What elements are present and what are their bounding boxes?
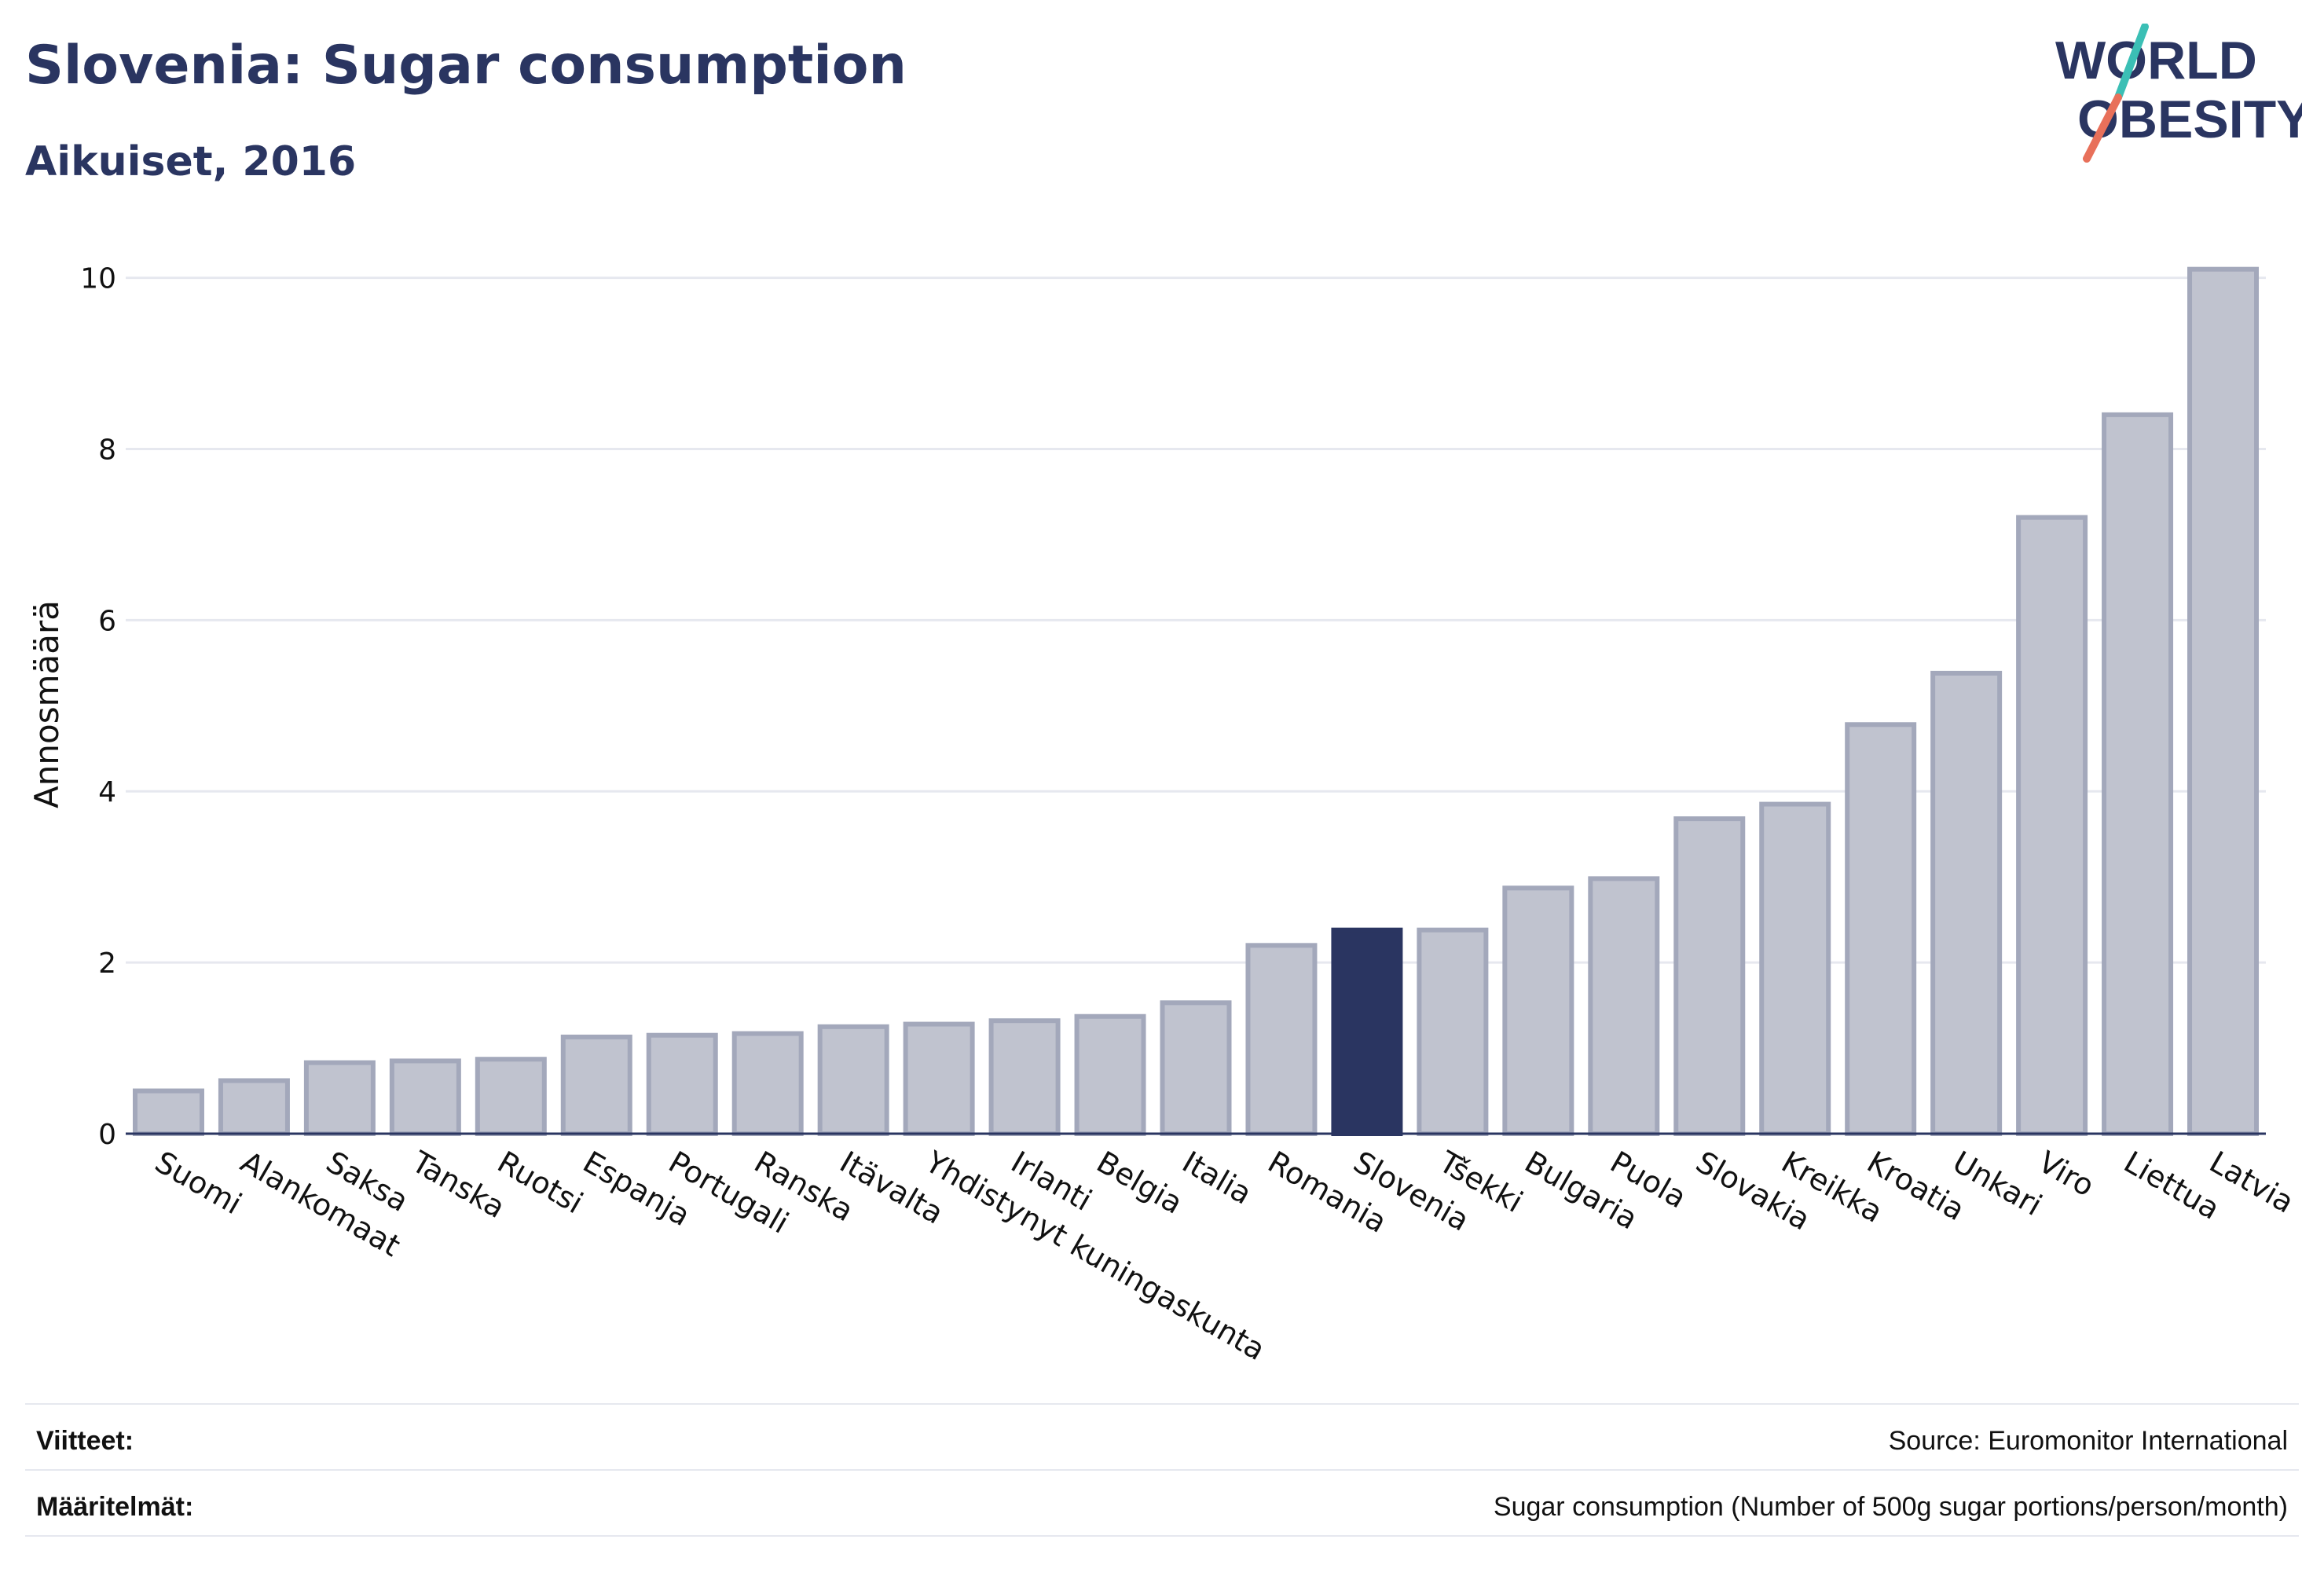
bar-chart: 0246810AnnosmääräSuomiAlankomaatSaksaTan… <box>27 263 2300 1368</box>
references-value: Source: Euromonitor International <box>1888 1425 2288 1456</box>
bar <box>646 1032 718 1136</box>
definitions-value: Sugar consumption (Number of 500g sugar … <box>1493 1491 2288 1522</box>
bar <box>132 1088 204 1136</box>
logo-slash-bottom-icon <box>2083 93 2122 163</box>
bar <box>303 1060 376 1136</box>
bar <box>1845 722 1917 1136</box>
bar <box>1074 1013 1146 1136</box>
x-tick-label: Ruotsi <box>492 1145 589 1221</box>
bar <box>1417 927 1489 1136</box>
bar <box>218 1078 290 1137</box>
bar <box>988 1018 1061 1137</box>
chart-subtitle: Aikuiset, 2016 <box>25 138 357 185</box>
y-tick-label: 2 <box>98 947 116 980</box>
bar <box>731 1031 804 1136</box>
references-label: Viitteet: <box>36 1425 134 1456</box>
y-tick-label: 4 <box>98 776 116 808</box>
y-tick-label: 8 <box>98 434 116 466</box>
bar <box>1160 1000 1232 1136</box>
y-tick-label: 10 <box>80 263 116 295</box>
x-tick-label: Belgia <box>1091 1145 1189 1221</box>
bar <box>389 1058 461 1137</box>
logo-slash-top-icon <box>2114 24 2149 101</box>
bar <box>1588 876 1660 1136</box>
y-tick-label: 6 <box>98 605 116 637</box>
bar <box>1673 816 1746 1136</box>
bar <box>1245 943 1318 1136</box>
bar <box>1502 885 1574 1136</box>
footer-divider-top <box>25 1403 2299 1405</box>
footer-divider-middle <box>25 1469 2299 1471</box>
bar <box>1930 670 2003 1136</box>
definitions-label: Määritelmät: <box>36 1491 194 1522</box>
x-tick-label: Liettua <box>2118 1145 2226 1226</box>
footer-references-row: Viitteet: Source: Euromonitor Internatio… <box>25 1408 2299 1474</box>
bar <box>1759 801 1831 1137</box>
y-tick-label: 0 <box>98 1119 116 1151</box>
footer-definitions-row: Määritelmät: Sugar consumption (Number o… <box>25 1474 2299 1540</box>
chart-title: Slovenia: Sugar consumption <box>25 35 907 97</box>
y-axis-label: Annosmäärä <box>27 600 66 808</box>
bar <box>2016 515 2088 1136</box>
footer-divider-bottom <box>25 1535 2299 1537</box>
bar <box>817 1024 889 1137</box>
x-tick-label: Suomi <box>149 1145 247 1222</box>
x-tick-label: Italia <box>1177 1145 1258 1211</box>
logo-line1: WORLD <box>2055 31 2257 90</box>
bar <box>560 1034 632 1136</box>
bar <box>1331 927 1403 1136</box>
bar <box>2102 412 2174 1136</box>
bar <box>475 1057 547 1137</box>
x-tick-label: Tanska <box>405 1144 511 1225</box>
bar <box>903 1021 975 1136</box>
bar <box>2187 266 2260 1136</box>
world-obesity-logo: WORLD OBESITY <box>2055 24 2302 163</box>
